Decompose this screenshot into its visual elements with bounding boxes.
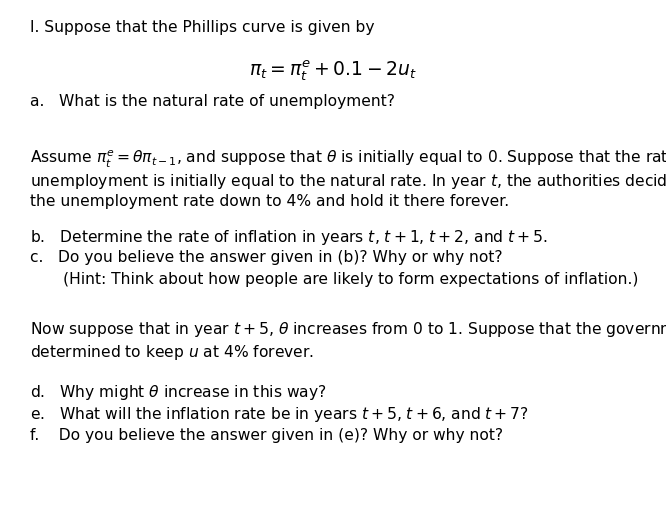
Text: f.    Do you believe the answer given in (e)? Why or why not?: f. Do you believe the answer given in (e…	[30, 428, 503, 443]
Text: a.   What is the natural rate of unemployment?: a. What is the natural rate of unemploym…	[30, 94, 395, 109]
Text: unemployment is initially equal to the natural rate. In year $t$, the authoritie: unemployment is initially equal to the n…	[30, 172, 666, 190]
Text: the unemployment rate down to 4% and hold it there forever.: the unemployment rate down to 4% and hol…	[30, 194, 509, 209]
Text: I. Suppose that the Phillips curve is given by: I. Suppose that the Phillips curve is gi…	[30, 20, 374, 35]
Text: (Hint: Think about how people are likely to form expectations of inflation.): (Hint: Think about how people are likely…	[63, 272, 639, 288]
Text: b.   Determine the rate of inflation in years $t$, $t + 1$, $t + 2$, and $t + 5$: b. Determine the rate of inflation in ye…	[30, 228, 548, 246]
Text: d.   Why might $\theta$ increase in this way?: d. Why might $\theta$ increase in this w…	[30, 383, 326, 402]
Text: Assume $\pi_t^e = \theta\pi_{t-1}$, and suppose that $\theta$ is initially equal: Assume $\pi_t^e = \theta\pi_{t-1}$, and …	[30, 149, 666, 170]
Text: e.   What will the inflation rate be in years $t + 5$, $t + 6$, and $t + 7$?: e. What will the inflation rate be in ye…	[30, 405, 529, 424]
Text: c.   Do you believe the answer given in (b)? Why or why not?: c. Do you believe the answer given in (b…	[30, 250, 503, 265]
Text: Now suppose that in year $t + 5$, $\theta$ increases from 0 to 1. Suppose that t: Now suppose that in year $t + 5$, $\thet…	[30, 320, 666, 339]
Text: $\pi_t = \pi_t^e + 0.1 - 2u_t$: $\pi_t = \pi_t^e + 0.1 - 2u_t$	[249, 59, 417, 84]
Text: determined to keep $u$ at 4% forever.: determined to keep $u$ at 4% forever.	[30, 343, 314, 361]
